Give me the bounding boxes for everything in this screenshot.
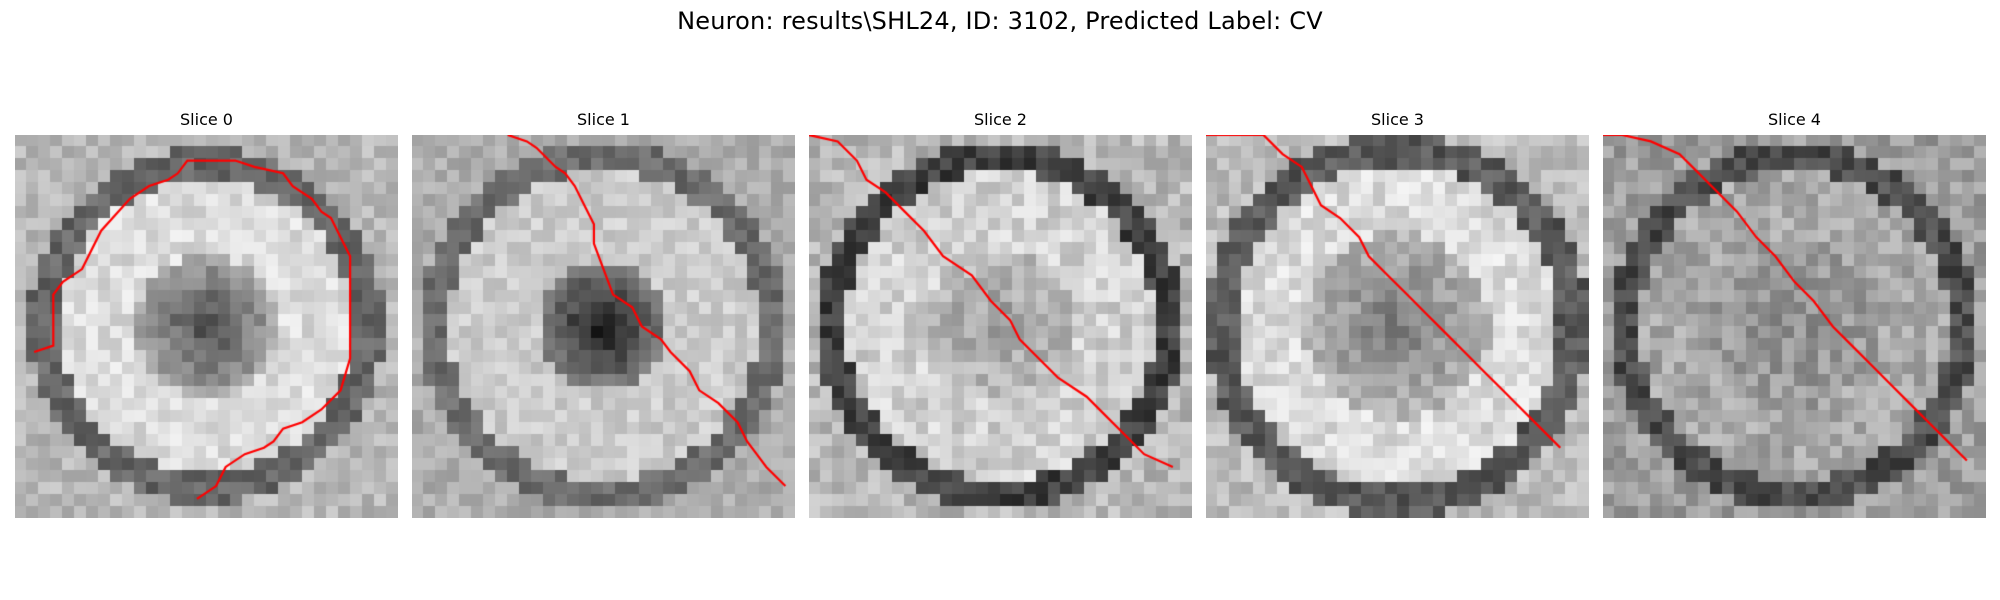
slice-1-image [412,135,795,518]
panel-title-slice-2: Slice 2 [974,110,1027,129]
slice-0-image [15,135,398,518]
panel-title-slice-4: Slice 4 [1768,110,1821,129]
slice-3-image [1206,135,1589,518]
slice-4-image [1603,135,1986,518]
figure-title: Neuron: results\SHL24, ID: 3102, Predict… [677,7,1323,35]
panel-title-slice-3: Slice 3 [1371,110,1424,129]
slice-2-image [809,135,1192,518]
panel-title-slice-1: Slice 1 [577,110,630,129]
panel-title-slice-0: Slice 0 [180,110,233,129]
